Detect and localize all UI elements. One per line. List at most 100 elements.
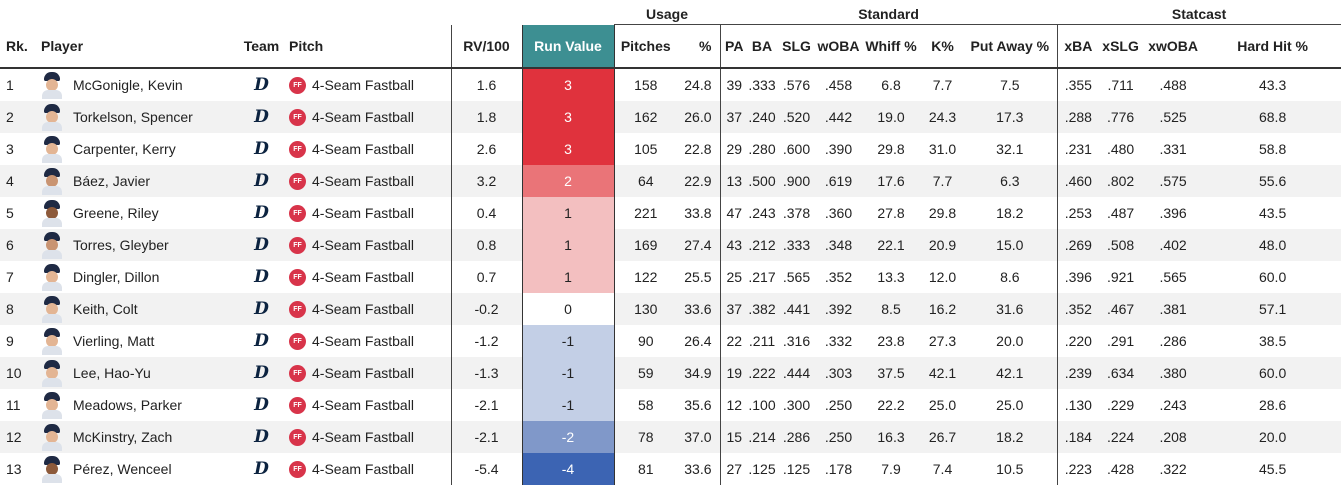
k-cell: 29.8 <box>928 205 957 221</box>
xwoba-cell: .488 <box>1159 77 1187 93</box>
run-value-cell: -1 <box>521 325 615 357</box>
col-woba[interactable]: wOBA <box>817 24 860 69</box>
run-value-cell: 3 <box>521 133 615 165</box>
pitch-cell: FF 4-Seam Fastball <box>283 101 451 133</box>
fastball-badge-icon: FF <box>289 460 306 478</box>
rank-cell: 8 <box>0 293 35 325</box>
k-cell: 31.0 <box>928 141 957 157</box>
player-name-link[interactable]: Pérez, Wenceel <box>73 461 172 477</box>
detroit-tigers-d-logo-icon: D <box>254 171 269 191</box>
woba-cell: .390 <box>824 141 853 157</box>
player-headshot-icon <box>41 359 63 387</box>
col-xwoba[interactable]: xwOBA <box>1142 24 1205 69</box>
col-whiff[interactable]: Whiff % <box>860 24 922 69</box>
whiff-cell: 29.8 <box>877 141 905 157</box>
xba-cell: .184 <box>1056 421 1100 453</box>
col-team[interactable]: Team <box>240 24 283 69</box>
col-pitches[interactable]: Pitches <box>614 24 677 69</box>
table-row: 7 Dingler, Dillon D FF 4-Seam Fastball 0… <box>0 261 1341 293</box>
pitch-name: 4-Seam Fastball <box>312 205 414 221</box>
whiff-cell: 22.1 <box>860 229 922 261</box>
player-headshot-icon <box>41 327 63 355</box>
group-usage: Usage <box>614 0 720 25</box>
player-name-link[interactable]: McKinstry, Zach <box>73 429 173 445</box>
col-pitch[interactable]: Pitch <box>283 24 451 69</box>
team-cell: D <box>240 229 283 261</box>
pitch-cell: FF 4-Seam Fastball <box>283 389 451 421</box>
woba-cell: .348 <box>817 229 860 261</box>
pitches-cell: 78 <box>614 421 677 453</box>
usage-pct-cell: 26.4 <box>684 333 712 349</box>
player-name-link[interactable]: Greene, Riley <box>73 205 159 221</box>
col-rv100[interactable]: RV/100 <box>450 24 522 69</box>
woba-cell: .619 <box>817 165 860 197</box>
team-cell: D <box>240 389 283 421</box>
k-cell: 24.3 <box>922 101 963 133</box>
col-putaway[interactable]: Put Away % <box>963 24 1058 69</box>
pitch-cell: FF 4-Seam Fastball <box>283 261 451 293</box>
pitch-cell: FF 4-Seam Fastball <box>283 453 451 485</box>
xba-cell: .460 <box>1056 165 1100 197</box>
k-cell: 7.7 <box>932 77 953 93</box>
ba-cell: .240 <box>748 101 776 133</box>
player-name-link[interactable]: Keith, Colt <box>73 301 138 317</box>
column-group-row: Usage Standard Statcast <box>0 0 1341 25</box>
player-headshot-icon <box>41 71 63 99</box>
fastball-badge-icon: FF <box>289 268 306 286</box>
col-xba[interactable]: xBA <box>1056 24 1100 69</box>
k-cell: 25.0 <box>928 397 957 413</box>
player-name-link[interactable]: Carpenter, Kerry <box>73 141 176 157</box>
player-name-link[interactable]: McGonigle, Kevin <box>73 77 183 93</box>
slg-cell: .565 <box>782 269 811 285</box>
xba-cell: .130 <box>1056 389 1100 421</box>
player-name-link[interactable]: Meadows, Parker <box>73 397 182 413</box>
slg-cell: .600 <box>782 141 811 157</box>
k-cell: 27.3 <box>928 333 957 349</box>
woba-cell: .250 <box>817 421 860 453</box>
xslg-cell: .428 <box>1106 461 1135 477</box>
run-value-cell: -1 <box>521 357 615 389</box>
pitch-name: 4-Seam Fastball <box>312 77 414 93</box>
hardhit-cell: 43.3 <box>1258 77 1287 93</box>
col-run-value[interactable]: Run Value <box>521 24 615 69</box>
col-xslg[interactable]: xSLG <box>1099 24 1143 69</box>
rank-cell: 7 <box>6 269 14 285</box>
whiff-cell: 22.2 <box>877 397 905 413</box>
fastball-badge-icon: FF <box>289 140 306 158</box>
col-slg[interactable]: SLG <box>776 24 817 69</box>
team-cell: D <box>240 261 283 293</box>
ba-cell: .214 <box>748 421 776 453</box>
rv100-cell: -0.2 <box>450 293 522 325</box>
hardhit-cell: 38.5 <box>1258 333 1287 349</box>
xba-cell: .239 <box>1056 357 1100 389</box>
player-name-link[interactable]: Vierling, Matt <box>73 333 155 349</box>
player-name-link[interactable]: Torkelson, Spencer <box>73 109 193 125</box>
ba-cell: .333 <box>748 77 776 93</box>
usage-pct-cell: 35.6 <box>684 397 712 413</box>
table-row: 5 Greene, Riley D FF 4-Seam Fastball 0.4… <box>0 197 1341 229</box>
xba-cell: .288 <box>1056 101 1100 133</box>
pitch-cell: FF 4-Seam Fastball <box>283 133 451 165</box>
xwoba-cell: .575 <box>1142 165 1205 197</box>
col-hardhit[interactable]: Hard Hit % <box>1204 24 1341 69</box>
player-name-link[interactable]: Lee, Hao-Yu <box>73 365 151 381</box>
player-name-link[interactable]: Dingler, Dillon <box>73 269 160 285</box>
fastball-badge-icon: FF <box>289 108 306 126</box>
pa-cell: 37 <box>719 293 748 325</box>
col-rank[interactable]: Rk. <box>0 24 35 69</box>
pitches-cell: 162 <box>614 101 677 133</box>
col-usage-pct[interactable]: % <box>677 24 720 69</box>
usage-pct-cell: 33.6 <box>677 293 720 325</box>
putaway-cell: 15.0 <box>963 229 1058 261</box>
col-k[interactable]: K% <box>922 24 963 69</box>
usage-pct-cell: 22.9 <box>677 165 720 197</box>
player-name-link[interactable]: Torres, Gleyber <box>73 237 169 253</box>
col-pa[interactable]: PA <box>719 24 748 69</box>
whiff-cell: 16.3 <box>860 421 922 453</box>
col-player[interactable]: Player <box>35 24 240 69</box>
usage-pct-cell: 34.9 <box>677 357 720 389</box>
player-name-link[interactable]: Báez, Javier <box>73 173 151 189</box>
hardhit-cell: 48.0 <box>1204 229 1341 261</box>
k-cell: 7.7 <box>922 165 963 197</box>
col-ba[interactable]: BA <box>748 24 776 69</box>
